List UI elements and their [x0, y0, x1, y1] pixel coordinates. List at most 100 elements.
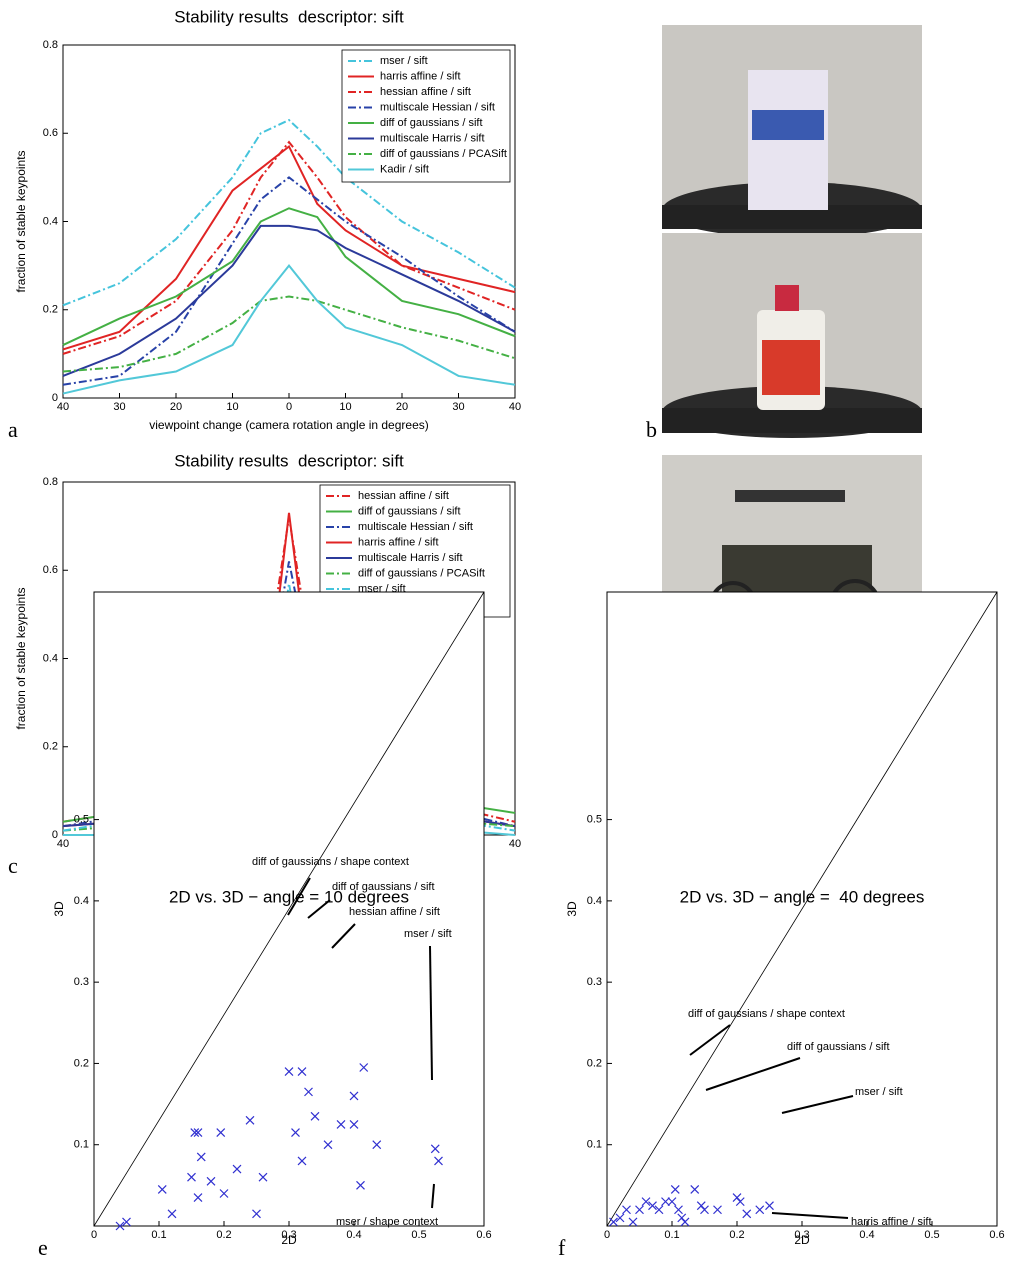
x-tick-label: 10 [339, 401, 351, 413]
point [304, 1087, 313, 1097]
annotation-leader [771, 1212, 849, 1219]
chart-title: Stability results descriptor: sift [174, 451, 404, 470]
panel-label: b [646, 417, 657, 442]
point [206, 1176, 216, 1186]
annotation-leader [331, 923, 356, 949]
legend-label: diff of gaussians / PCASift [380, 148, 507, 160]
series-line [62, 140, 516, 355]
annotation-leader [429, 945, 433, 1081]
point [310, 1111, 320, 1121]
y-tick-label: 0.1 [74, 1139, 89, 1151]
y-axis-label: fraction of stable keypoints [14, 587, 28, 729]
point [157, 1184, 167, 1194]
x-tick-label: 0.3 [794, 1229, 809, 1241]
x-tick-label: 0.1 [151, 1229, 166, 1241]
y-tick-label: 0.8 [43, 39, 58, 51]
point [654, 1205, 664, 1215]
y-axis-label: 3D [565, 901, 579, 917]
x-axis-label: 2D [281, 1233, 297, 1247]
point [167, 1209, 177, 1219]
y-tick-label: 0.2 [74, 1057, 89, 1069]
panel-label: e [38, 1235, 48, 1260]
point [615, 1213, 625, 1223]
legend-label: multiscale Hessian / sift [380, 101, 495, 113]
y-tick-label: 0.4 [587, 895, 602, 907]
point [635, 1205, 644, 1215]
point [628, 1217, 638, 1227]
x-tick-label: 30 [452, 401, 464, 413]
point [115, 1221, 125, 1231]
y-tick-label: 0.2 [587, 1057, 602, 1069]
annotation-leader [781, 1095, 854, 1114]
x-tick-label: 0.5 [411, 1229, 426, 1241]
annotation-leader [431, 1183, 435, 1209]
x-tick-label: 0.2 [729, 1229, 744, 1241]
point [667, 1197, 677, 1207]
point [356, 1180, 365, 1190]
legend-label: hessian affine / sift [358, 490, 449, 502]
point [755, 1205, 765, 1215]
point [690, 1184, 700, 1194]
y-tick-label: 0.4 [74, 895, 89, 907]
x-tick-label: 0.6 [476, 1229, 491, 1241]
legend-label: mser / sift [380, 55, 428, 67]
series-line [62, 118, 516, 307]
annotation: diff of gaussians / shape context [688, 1008, 845, 1020]
point [434, 1156, 443, 1166]
annotation: mser / shape context [336, 1216, 438, 1228]
point [641, 1197, 651, 1207]
x-tick-label: 0.4 [859, 1229, 874, 1241]
y-tick-label: 0.3 [74, 976, 89, 988]
annotation: diff of gaussians / sift [787, 1041, 890, 1053]
y-tick-label: 0 [52, 392, 58, 404]
point [349, 1119, 359, 1129]
point [372, 1140, 382, 1150]
y-axis-label: 3D [52, 901, 66, 917]
point [216, 1128, 226, 1137]
point [713, 1205, 722, 1215]
annotation-leader [689, 1024, 731, 1056]
y-tick-label: 0.2 [43, 741, 58, 753]
point [258, 1172, 268, 1182]
point [187, 1172, 196, 1182]
point [232, 1164, 242, 1174]
y-tick-label: 0.5 [74, 813, 89, 825]
y-tick-label: 0.2 [43, 304, 58, 316]
series-line [62, 224, 516, 377]
x-tick-label: 0.6 [989, 1229, 1004, 1241]
point [284, 1067, 294, 1076]
x-tick-label: 30 [113, 401, 125, 413]
annotation: harris affine / sift [851, 1216, 932, 1228]
annotation-leader [705, 1057, 801, 1091]
x-tick-label: 10 [226, 401, 238, 413]
reference-diagonal [606, 591, 998, 1227]
point [193, 1128, 203, 1137]
x-tick-label: 0.5 [924, 1229, 939, 1241]
series-line [62, 207, 516, 346]
point [252, 1209, 261, 1219]
y-tick-label: 0 [52, 829, 58, 841]
x-tick-label: 40 [509, 838, 521, 850]
point [430, 1144, 440, 1154]
y-tick-label: 0.6 [43, 564, 58, 576]
x-tick-label: 40 [57, 401, 69, 413]
annotation: diff of gaussians / sift [332, 881, 435, 893]
chart: Stability results descriptor: sift viewpo… [14, 7, 521, 432]
y-tick-label: 0.4 [43, 652, 58, 664]
x-tick-label: 0 [286, 401, 292, 413]
legend-label: diff of gaussians / sift [380, 117, 483, 129]
point [291, 1128, 300, 1137]
point [336, 1119, 346, 1129]
panel-label: f [558, 1235, 566, 1260]
point [742, 1209, 752, 1219]
point [670, 1184, 680, 1194]
point [245, 1115, 255, 1125]
x-tick-label: 0.2 [216, 1229, 231, 1241]
point [349, 1091, 359, 1101]
panel-label: c [8, 853, 18, 878]
chart: 2D vs. 3D − angle = 10 degrees 2D 3D 0 0.1 0.… [52, 591, 492, 1247]
x-tick-label: 0.1 [664, 1229, 679, 1241]
legend-label: multiscale Harris / sift [358, 552, 463, 564]
legend-box [341, 49, 511, 183]
